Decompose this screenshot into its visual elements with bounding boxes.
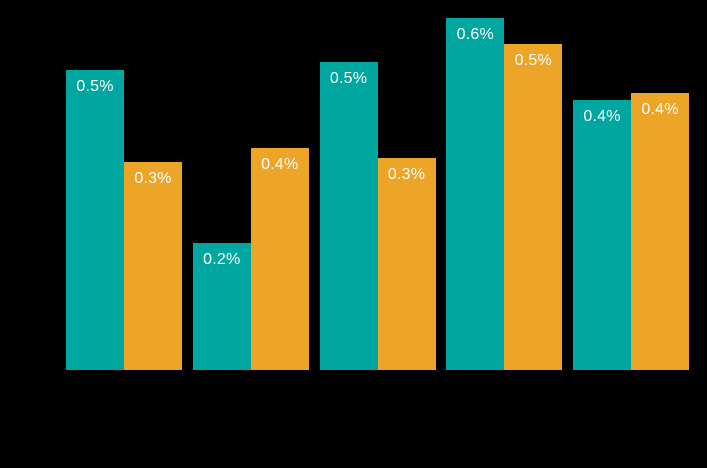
bar-teal-series: 0.5% — [319, 62, 378, 370]
bar-orange-series: 0.4% — [250, 148, 309, 370]
bar-value-label: 0.5% — [76, 78, 114, 95]
bar-value-label: 0.4% — [641, 101, 679, 118]
bar-orange-series: 0.5% — [504, 44, 563, 370]
bar-value-label: 0.2% — [203, 251, 241, 268]
bar-value-label: 0.4% — [261, 156, 299, 173]
bar-group: 0.5% 0.3% — [66, 70, 182, 370]
bar-value-label: 0.5% — [329, 70, 368, 87]
bar-value-label: 0.3% — [387, 166, 426, 183]
bar-value-label: 0.6% — [456, 26, 494, 43]
bar-group: 0.2% 0.4% — [192, 148, 309, 370]
bar-teal-series: 0.2% — [192, 243, 251, 370]
bar-teal-series: 0.5% — [66, 70, 124, 370]
bar-group: 0.4% 0.4% — [573, 93, 689, 370]
bar-group: 0.5% 0.3% — [319, 62, 436, 370]
bar-value-label: 0.3% — [134, 170, 172, 187]
plot-area: 0.5% 0.3% 0.2% 0.4% 0.5% 0.3% 0.6% 0.5% 0.4% 0.4% — [66, 0, 689, 370]
bar-value-label: 0.5% — [514, 52, 552, 69]
bar-teal-series: 0.4% — [573, 100, 631, 370]
bar-orange-series: 0.3% — [124, 162, 182, 370]
bar-value-label: 0.4% — [583, 108, 621, 125]
bar-teal-series: 0.6% — [446, 18, 505, 370]
bar-group: 0.6% 0.5% — [446, 18, 563, 370]
bar-orange-series: 0.4% — [631, 93, 689, 370]
bar-orange-series: 0.3% — [377, 158, 436, 370]
